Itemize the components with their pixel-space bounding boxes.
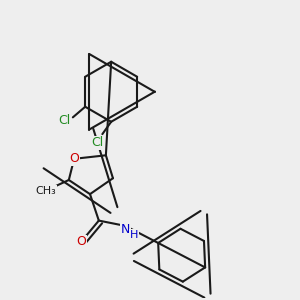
Text: O: O [76,235,86,248]
Text: CH₃: CH₃ [35,186,56,196]
Text: O: O [69,152,79,165]
Text: H: H [130,230,138,240]
Text: N: N [121,223,130,236]
Text: Cl: Cl [91,136,103,149]
Text: Cl: Cl [58,114,70,128]
